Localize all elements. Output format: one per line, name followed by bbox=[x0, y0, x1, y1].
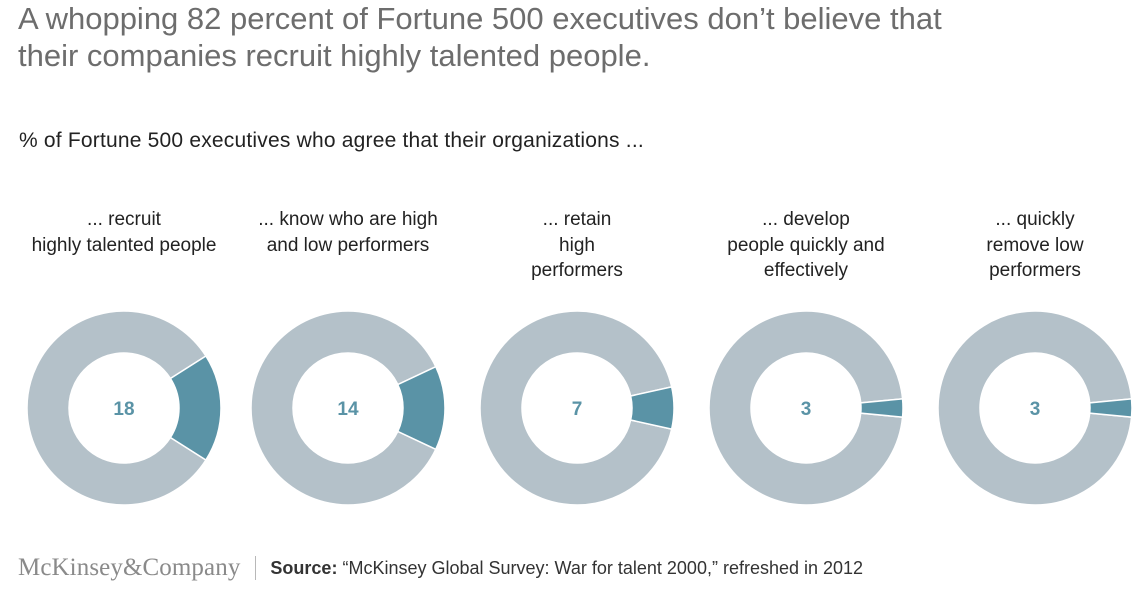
headline: A whopping 82 percent of Fortune 500 exe… bbox=[18, 0, 1128, 74]
donut-remainder-slice bbox=[708, 310, 904, 506]
donut-remainder-slice bbox=[937, 310, 1133, 506]
source-note: Source: “McKinsey Global Survey: War for… bbox=[270, 558, 863, 579]
donut-value-label: 14 bbox=[337, 399, 359, 420]
donut-category-label-line: performers bbox=[989, 260, 1081, 281]
donut-remainder-slice bbox=[479, 310, 673, 506]
donut-category-label: ... develop people quickly and effectively bbox=[691, 207, 921, 284]
donut-category-label-line: ... know who are high bbox=[258, 209, 438, 230]
donut-value-slice bbox=[629, 385, 675, 431]
donut-value-label: 7 bbox=[572, 399, 583, 420]
donut-remainder-slice bbox=[26, 310, 207, 506]
source-label: Source: bbox=[270, 557, 338, 578]
donut-value-label: 3 bbox=[801, 399, 812, 420]
donut-category-label-line: remove low bbox=[986, 234, 1084, 256]
donut-category-label-line: ... recruit bbox=[87, 209, 161, 230]
donut-category-label: ... quickly remove low performers bbox=[920, 207, 1142, 284]
source-text: “McKinsey Global Survey: War for talent … bbox=[342, 557, 864, 578]
donut-category-label-line: people quickly and bbox=[727, 234, 885, 256]
donut-5: 3 bbox=[937, 310, 1133, 506]
donut-category-label-line: ... retain bbox=[542, 209, 612, 230]
mckinsey-logo: McKinsey&Company bbox=[18, 554, 241, 581]
donut-value-slice bbox=[1088, 398, 1133, 418]
donut-remainder-slice bbox=[250, 310, 437, 506]
donut-category-label-line: ... develop bbox=[762, 209, 850, 230]
donut-value-slice bbox=[396, 365, 446, 451]
donut-value-label: 18 bbox=[113, 399, 134, 420]
donut-3: 7 bbox=[479, 310, 675, 506]
footer: McKinsey&Company Source: “McKinsey Globa… bbox=[18, 553, 863, 583]
headline-line-2: their companies recruit highly talented … bbox=[18, 38, 651, 73]
donut-4: 3 bbox=[708, 310, 904, 506]
donut-category-label-line: effectively bbox=[763, 260, 849, 281]
donut-category-label-line: performers bbox=[531, 260, 623, 281]
headline-line-1: A whopping 82 percent of Fortune 500 exe… bbox=[18, 1, 942, 36]
donut-category-label-line: ... quickly bbox=[995, 209, 1075, 230]
chart-title: % of Fortune 500 executives who agree th… bbox=[19, 129, 644, 152]
donut-value-slice bbox=[169, 354, 222, 462]
donut-value-slice bbox=[859, 398, 904, 418]
donut-category-label-line: high bbox=[559, 234, 595, 256]
footer-divider bbox=[255, 556, 257, 580]
donut-category-label-line: and low performers bbox=[266, 234, 430, 256]
donut-category-label: ... know who are high and low performers bbox=[233, 207, 463, 258]
donut-2: 14 bbox=[250, 310, 446, 506]
donut-value-label: 3 bbox=[1030, 399, 1041, 420]
donut-category-label: ... recruit highly talented people bbox=[9, 207, 239, 258]
donut-category-label-line: highly talented people bbox=[31, 234, 217, 256]
donut-1: 18 bbox=[26, 310, 222, 506]
donut-category-label: ... retain high performers bbox=[462, 207, 692, 284]
